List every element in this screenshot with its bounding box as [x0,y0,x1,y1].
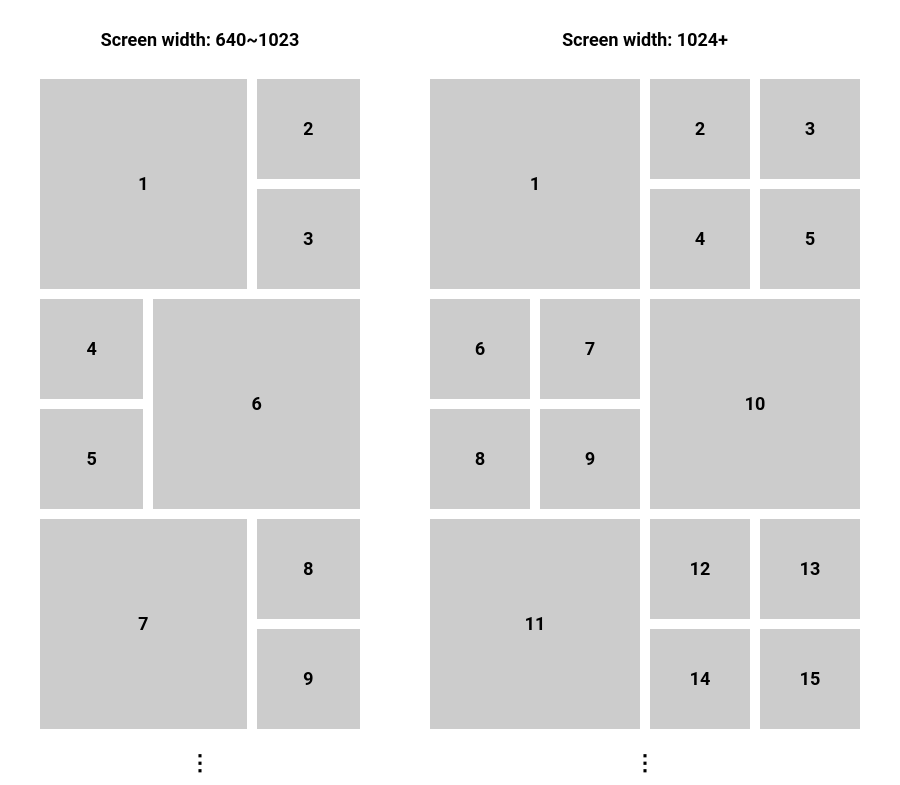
layout-diagram: Screen width: 640~1023 1 2 3 4 5 6 7 [0,0,900,776]
tile-small: 8 [430,409,530,509]
tile-small: 3 [760,79,860,179]
tile-small: 6 [430,299,530,399]
tile-small: 9 [257,629,360,729]
grid-row: 4 5 6 [40,299,360,509]
rows-medium: 1 2 3 4 5 6 7 8 9 [40,79,360,729]
tile-quad: 2 3 4 5 [650,79,860,289]
tile-small: 9 [540,409,640,509]
tile-large: 1 [40,79,247,289]
heading-medium: Screen width: 640~1023 [101,30,300,51]
tile-small: 13 [760,519,860,619]
tile-small: 2 [650,79,750,179]
tile-small: 4 [40,299,143,399]
quad-row: 14 15 [650,629,860,729]
tile-large: 7 [40,519,247,729]
quad-row: 2 3 [650,79,860,179]
ellipsis-icon: ⋮ [189,751,211,776]
rows-large: 1 2 3 4 5 6 7 [430,79,860,729]
tile-small: 2 [257,79,360,179]
tile-small: 5 [40,409,143,509]
heading-large: Screen width: 1024+ [562,30,728,51]
ellipsis-icon: ⋮ [634,751,656,776]
tile-small: 3 [257,189,360,289]
column-large: Screen width: 1024+ 1 2 3 4 5 [430,30,860,776]
grid-row: 11 12 13 14 15 [430,519,860,729]
tile-quad: 12 13 14 15 [650,519,860,729]
tile-small: 14 [650,629,750,729]
tile-small: 8 [257,519,360,619]
tile-large: 11 [430,519,640,729]
tile-small: 4 [650,189,750,289]
quad-row: 4 5 [650,189,860,289]
tile-small: 5 [760,189,860,289]
tile-stack: 4 5 [40,299,143,509]
quad-row: 6 7 [430,299,640,399]
quad-row: 8 9 [430,409,640,509]
grid-row: 1 2 3 [40,79,360,289]
tile-stack: 2 3 [257,79,360,289]
tile-large: 6 [153,299,360,509]
grid-row: 6 7 8 9 10 [430,299,860,509]
grid-row: 7 8 9 [40,519,360,729]
tile-stack: 8 9 [257,519,360,729]
column-medium: Screen width: 640~1023 1 2 3 4 5 6 7 [40,30,360,776]
tile-small: 7 [540,299,640,399]
tile-small: 15 [760,629,860,729]
tile-quad: 6 7 8 9 [430,299,640,509]
grid-row: 1 2 3 4 5 [430,79,860,289]
tile-small: 12 [650,519,750,619]
tile-large: 10 [650,299,860,509]
tile-large: 1 [430,79,640,289]
quad-row: 12 13 [650,519,860,619]
